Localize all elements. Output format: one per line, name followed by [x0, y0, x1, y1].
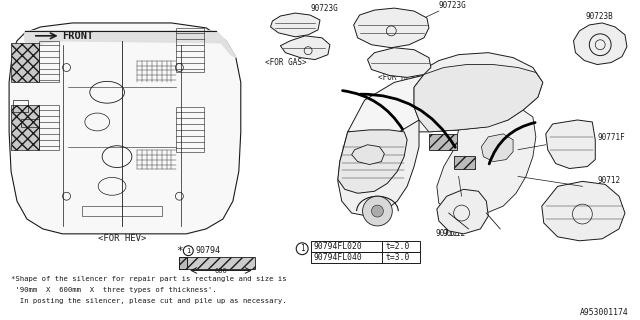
- Bar: [83, 206, 161, 216]
- Bar: [21, 119, 39, 127]
- Text: FRONT: FRONT: [63, 31, 94, 41]
- Text: t=3.0: t=3.0: [385, 252, 410, 262]
- Text: 90794FL040: 90794FL040: [313, 252, 362, 262]
- Text: 90712: 90712: [435, 229, 458, 238]
- Bar: [311, 252, 420, 263]
- Polygon shape: [481, 134, 513, 162]
- Circle shape: [371, 205, 383, 217]
- Text: 90712: 90712: [597, 176, 620, 185]
- Text: 1: 1: [186, 248, 191, 254]
- Bar: [177, 107, 204, 152]
- Polygon shape: [354, 8, 429, 48]
- Bar: [179, 257, 188, 268]
- Polygon shape: [437, 110, 536, 216]
- Polygon shape: [414, 65, 543, 132]
- Text: 90723G: 90723G: [310, 4, 338, 13]
- Polygon shape: [542, 181, 625, 241]
- Polygon shape: [414, 53, 543, 130]
- Text: 90723B: 90723B: [586, 12, 613, 21]
- Text: 1: 1: [300, 244, 305, 253]
- Text: 90723G: 90723G: [439, 1, 467, 10]
- Text: In posting the silencer, please cut and pile up as necessary.: In posting the silencer, please cut and …: [11, 298, 287, 304]
- Bar: [429, 134, 457, 150]
- Text: <FOR HEV>: <FOR HEV>: [378, 73, 420, 82]
- Polygon shape: [437, 189, 488, 234]
- Text: 90712: 90712: [442, 229, 465, 238]
- Text: t=2.0: t=2.0: [385, 242, 410, 251]
- Polygon shape: [25, 31, 236, 58]
- Bar: [39, 41, 59, 82]
- Circle shape: [363, 196, 392, 226]
- Text: 600: 600: [214, 268, 227, 275]
- Text: <FOR GAS>: <FOR GAS>: [264, 58, 306, 67]
- Text: 90794FL020: 90794FL020: [313, 242, 362, 251]
- Bar: [311, 241, 420, 252]
- Polygon shape: [367, 48, 431, 77]
- Polygon shape: [352, 145, 385, 164]
- Polygon shape: [271, 13, 320, 37]
- Polygon shape: [9, 23, 241, 234]
- Text: 90771F: 90771F: [597, 133, 625, 142]
- Bar: [11, 105, 39, 150]
- Bar: [39, 105, 59, 150]
- Polygon shape: [573, 23, 627, 65]
- Polygon shape: [338, 120, 419, 216]
- Bar: [454, 156, 476, 170]
- Polygon shape: [546, 120, 595, 169]
- Text: A953001174: A953001174: [580, 308, 629, 316]
- Text: *: *: [177, 246, 183, 256]
- Bar: [188, 257, 255, 268]
- Text: 90794: 90794: [195, 246, 220, 255]
- Text: *Shape of the silencer for repair part is rectangle and size is: *Shape of the silencer for repair part i…: [11, 276, 287, 283]
- Polygon shape: [338, 130, 407, 193]
- Bar: [13, 100, 28, 112]
- Bar: [177, 28, 204, 72]
- Text: '90mm  X  600mm  X  three types of thickness'.: '90mm X 600mm X three types of thickness…: [11, 287, 217, 293]
- Polygon shape: [348, 72, 518, 134]
- Bar: [11, 43, 39, 82]
- Text: <FOR HEV>: <FOR HEV>: [98, 234, 146, 243]
- Polygon shape: [280, 36, 330, 60]
- Bar: [179, 257, 188, 268]
